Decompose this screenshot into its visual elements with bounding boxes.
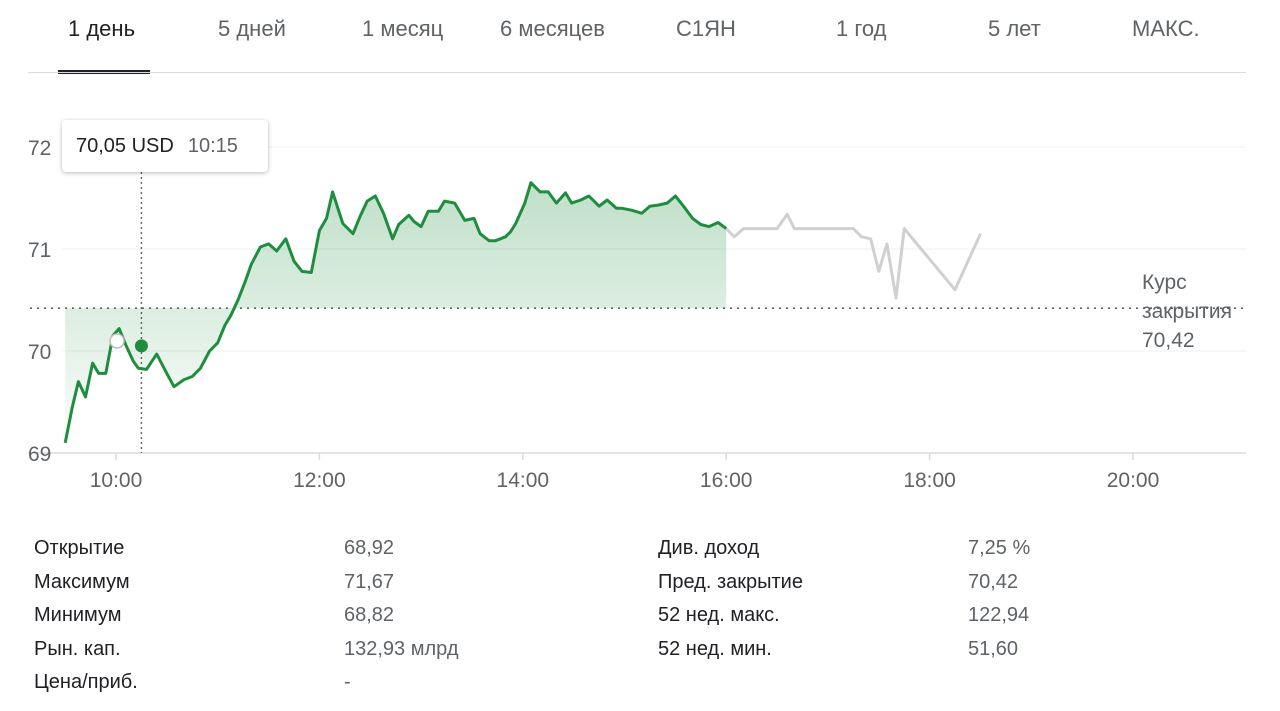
stats-right-column: Див. доход 7,25 % Пред. закрытие 70,42 52 …	[658, 532, 1218, 666]
stat-row: 52 нед. макс. 122,94	[658, 599, 1218, 633]
stat-row: Минимум 68,82	[34, 599, 594, 633]
price-area-fill	[65, 182, 727, 443]
stat-value: 122,94	[968, 604, 1030, 627]
stat-value: 68,82	[344, 604, 395, 627]
y-tick-label: 72	[28, 137, 51, 160]
stat-label: Див. доход	[658, 537, 760, 559]
stat-label: Открытие	[34, 537, 125, 559]
x-tick-label: 10:00	[90, 469, 143, 492]
tab-5-years[interactable]: 5 лет	[988, 16, 1041, 41]
stat-row: Цена/приб. -	[34, 666, 594, 700]
x-tick-label: 12:00	[293, 469, 346, 492]
tab-1-year[interactable]: 1 год	[836, 16, 887, 41]
tab-max[interactable]: МАКС.	[1132, 16, 1200, 41]
tooltip-price: 70,05 USD	[76, 134, 174, 157]
stat-row: Рын. кап. 132,93 млрд	[34, 633, 594, 667]
stat-row: Максимум 71,67	[34, 566, 594, 600]
stat-row: Открытие 68,92	[34, 532, 594, 566]
range-tabs	[28, 0, 1246, 74]
tab-1-day[interactable]: 1 день	[68, 16, 136, 41]
tab-ytd[interactable]: С1ЯН	[676, 16, 736, 41]
tab-5-days[interactable]: 5 дней	[218, 16, 286, 41]
stat-value: 71,67	[344, 570, 395, 593]
tab-1-month[interactable]: 1 месяц	[362, 16, 444, 41]
stat-value: 51,60	[968, 637, 1019, 660]
previous-close-label-line1: Курс	[1142, 271, 1187, 294]
tooltip-time: 10:15	[187, 134, 238, 157]
tabs-divider	[28, 72, 1246, 73]
stat-label: 52 нед. мин.	[658, 637, 772, 660]
price-chart[interactable]: 69 70 71 72 10:00 12:00 14:00 16:00 18:00 20:00	[0, 80, 1280, 500]
previous-close-label: Курс закрытия 70,42	[1142, 268, 1232, 355]
previous-close-label-line2: закрытия	[1142, 300, 1232, 323]
stat-value: 68,92	[344, 537, 395, 559]
tab-6-months[interactable]: 6 месяцев	[500, 16, 605, 41]
stat-row: 52 нед. мин. 51,60	[658, 633, 1218, 667]
stat-value: 132,93 млрд	[344, 637, 459, 660]
x-tick-label: 20:00	[1107, 469, 1160, 492]
y-tick-label: 70	[28, 341, 51, 364]
stat-row: Пред. закрытие 70,42	[658, 566, 1218, 600]
stat-label: Минимум	[34, 604, 122, 627]
hover-point	[134, 339, 148, 353]
x-tick-label: 14:00	[497, 469, 550, 492]
stat-value: -	[344, 671, 351, 694]
y-tick-label: 69	[28, 443, 51, 466]
stat-label: Цена/приб.	[34, 671, 138, 694]
previous-close-value: 70,42	[1142, 329, 1195, 352]
stat-label: 52 нед. макс.	[658, 604, 780, 627]
stat-label: Пред. закрытие	[658, 570, 803, 593]
stat-label: Рын. кап.	[34, 637, 121, 660]
regular-series-line	[63, 181, 728, 444]
x-tick-label: 16:00	[700, 469, 753, 492]
hover-tooltip: 70,05 USD 10:15	[62, 120, 268, 172]
after-hours-series-line	[725, 212, 982, 300]
x-tick-label: 18:00	[903, 469, 956, 492]
stat-value: 70,42	[968, 570, 1019, 593]
stats-left-column: Открытие 68,92 Максимум 71,67 Минимум 68,82…	[34, 532, 594, 700]
stat-value: 7,25 %	[968, 537, 1031, 559]
event-marker-icon[interactable]	[109, 333, 125, 349]
stat-row: Див. доход 7,25 %	[658, 532, 1218, 566]
y-tick-label: 71	[28, 239, 51, 262]
stat-label: Максимум	[34, 570, 130, 593]
